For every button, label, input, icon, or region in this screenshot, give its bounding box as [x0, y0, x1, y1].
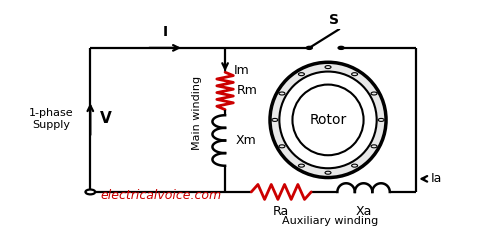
Text: Main winding: Main winding [192, 76, 202, 150]
Text: Rm: Rm [237, 84, 258, 97]
Ellipse shape [292, 85, 364, 155]
Text: Im: Im [233, 64, 249, 77]
Text: Rotor: Rotor [310, 113, 347, 127]
Circle shape [306, 46, 313, 49]
Text: Ra: Ra [273, 205, 289, 218]
Circle shape [338, 46, 344, 49]
Ellipse shape [270, 62, 386, 178]
Text: 1-phase
Supply: 1-phase Supply [29, 108, 73, 130]
Text: V: V [99, 112, 112, 126]
Text: electricalvoice.com: electricalvoice.com [101, 189, 222, 202]
Text: Ia: Ia [431, 172, 442, 185]
Text: Auxiliary winding: Auxiliary winding [282, 216, 378, 226]
Ellipse shape [279, 71, 377, 168]
Text: Xm: Xm [236, 134, 256, 147]
Text: S: S [328, 13, 339, 27]
Text: I: I [163, 25, 168, 38]
Text: Xa: Xa [355, 205, 372, 218]
